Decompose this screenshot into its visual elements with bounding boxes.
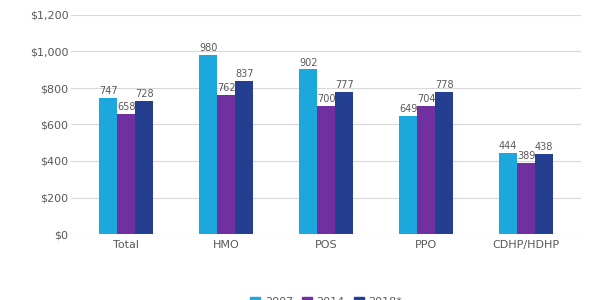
- Text: 980: 980: [199, 43, 218, 53]
- Bar: [535, 154, 553, 234]
- Bar: [199, 55, 217, 234]
- Text: 658: 658: [117, 102, 135, 112]
- Text: 902: 902: [299, 58, 317, 68]
- Bar: [99, 98, 117, 234]
- Bar: [517, 163, 535, 234]
- Bar: [117, 114, 135, 234]
- Text: 444: 444: [499, 141, 517, 151]
- Bar: [335, 92, 353, 234]
- Text: 728: 728: [135, 89, 154, 99]
- Bar: [217, 95, 235, 234]
- Text: 778: 778: [435, 80, 454, 90]
- Bar: [317, 106, 335, 234]
- Text: 649: 649: [399, 104, 417, 114]
- Text: 777: 777: [335, 80, 353, 90]
- Text: 704: 704: [417, 94, 435, 104]
- Text: 700: 700: [317, 94, 336, 104]
- Bar: [435, 92, 453, 234]
- Text: 389: 389: [517, 151, 535, 161]
- Text: 438: 438: [535, 142, 553, 152]
- Text: 747: 747: [99, 86, 117, 96]
- Bar: [299, 69, 317, 234]
- Bar: [499, 153, 517, 234]
- Bar: [417, 106, 435, 234]
- Legend: 2007, 2014, 2018*: 2007, 2014, 2018*: [246, 292, 406, 300]
- Bar: [135, 101, 153, 234]
- Bar: [235, 81, 253, 234]
- Text: 762: 762: [217, 83, 235, 93]
- Text: 837: 837: [235, 69, 253, 80]
- Bar: [399, 116, 417, 234]
